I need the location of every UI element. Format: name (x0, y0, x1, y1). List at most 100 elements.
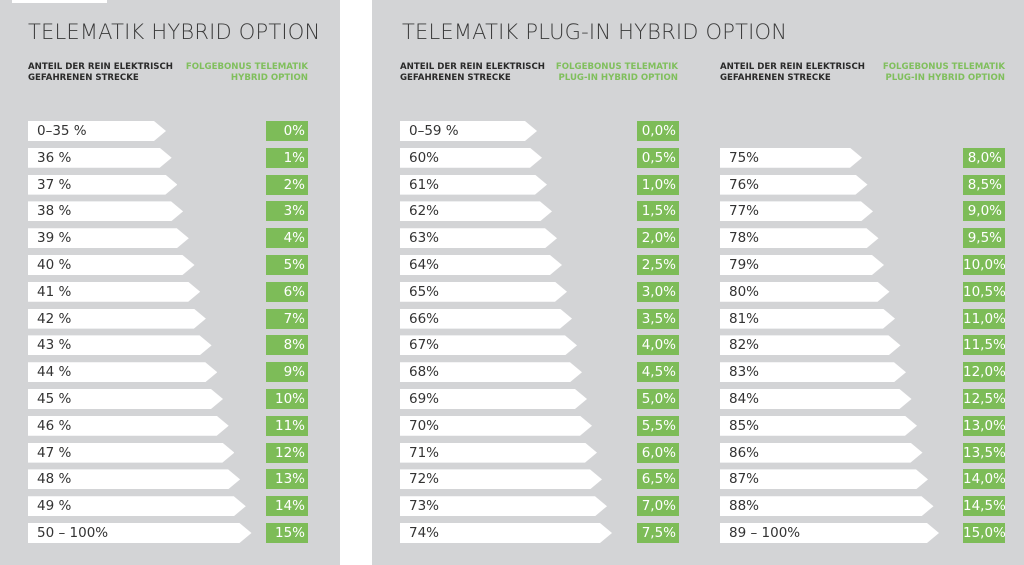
bonus-value: 2,0% (637, 228, 679, 249)
range-label: 41 % (28, 282, 200, 302)
bonus-value: 1,0% (637, 174, 679, 195)
bonus-value: 8% (266, 335, 308, 356)
range-label: 78% (720, 228, 879, 248)
bonus-value: 8,5% (963, 174, 1005, 195)
bonus-value: 1,5% (637, 201, 679, 222)
bonus-value: 0% (266, 121, 308, 141)
bonus-value: 15% (266, 523, 308, 543)
range-label: 71% (400, 443, 597, 463)
bonus-value: 3,5% (637, 308, 679, 329)
range-label: 68% (400, 362, 582, 382)
range-label: 60% (400, 148, 542, 168)
range-label: 61% (400, 175, 547, 195)
bonus-value: 3,0% (637, 281, 679, 302)
range-label: 82% (720, 335, 901, 355)
range-label: 63% (400, 228, 557, 248)
bonus-value: 14,5% (963, 496, 1006, 517)
bonus-value: 10,5% (963, 281, 1006, 302)
bonus-value: 14% (266, 496, 308, 517)
bonus-value: 9,5% (963, 228, 1005, 249)
bonus-value: 5,5% (637, 415, 679, 436)
range-label: 76% (720, 175, 868, 195)
top-bar (12, 0, 107, 3)
hybrid-col1-header: ANTEIL DER REIN ELEKTRISCH GEFAHRENEN ST… (28, 62, 173, 83)
range-label: 39 % (28, 228, 189, 248)
bonus-value: 12,5% (963, 389, 1006, 409)
plugin-col1-header-a: ANTEIL DER REIN ELEKTRISCH GEFAHRENEN ST… (400, 62, 545, 83)
bonus-value: 6,0% (637, 442, 679, 463)
bonus-value: 9% (266, 362, 308, 383)
range-label: 40 % (28, 255, 195, 275)
range-label: 86% (720, 443, 923, 463)
bonus-value: 2,5% (637, 255, 679, 275)
range-label: 84% (720, 389, 912, 409)
range-label: 72% (400, 469, 602, 489)
bonus-value: 13,0% (963, 415, 1006, 436)
range-label: 50 – 100% (28, 523, 252, 543)
bonus-value: 5,0% (637, 389, 679, 409)
range-label: 46 % (28, 416, 229, 436)
bonus-value: 2% (266, 174, 308, 195)
range-label: 67% (400, 335, 577, 355)
range-label: 43 % (28, 335, 212, 355)
range-label: 80% (720, 282, 890, 302)
hybrid-col2-header: FOLGEBONUS TELEMATIK HYBRID OPTION (185, 62, 308, 83)
bonus-value: 11% (266, 415, 308, 436)
bonus-value: 3% (266, 201, 308, 222)
range-label: 42 % (28, 309, 206, 329)
range-label: 36 % (28, 148, 172, 168)
bonus-value: 8,0% (963, 147, 1005, 168)
range-label: 64% (400, 255, 562, 275)
range-label: 85% (720, 416, 917, 436)
range-label: 66% (400, 309, 572, 329)
range-label: 38 % (28, 201, 183, 221)
bonus-value: 6% (266, 281, 308, 302)
range-label: 0–59 % (400, 121, 537, 141)
range-label: 79% (720, 255, 884, 275)
range-label: 77% (720, 201, 873, 221)
range-label: 69% (400, 389, 587, 409)
bonus-value: 9,0% (963, 201, 1005, 222)
range-label: 49 % (28, 496, 246, 516)
bonus-value: 11,0% (963, 308, 1006, 329)
plugin-col2-header-b: FOLGEBONUS TELEMATIK PLUG-IN HYBRID OPTI… (882, 62, 1005, 83)
range-label: 73% (400, 496, 607, 516)
bonus-value: 0,5% (637, 147, 679, 168)
bonus-value: 14,0% (963, 469, 1006, 490)
range-label: 62% (400, 201, 552, 221)
plugin-col1-header-b: ANTEIL DER REIN ELEKTRISCH GEFAHRENEN ST… (720, 62, 865, 83)
range-label: 48 % (28, 469, 240, 489)
range-label: 65% (400, 282, 567, 302)
plugin-col2-header-a: FOLGEBONUS TELEMATIK PLUG-IN HYBRID OPTI… (555, 62, 678, 83)
bonus-value: 7,0% (637, 496, 679, 517)
bonus-value: 4,0% (637, 335, 679, 356)
bonus-value: 10% (266, 389, 308, 409)
bonus-value: 1% (266, 147, 308, 168)
range-label: 89 – 100% (720, 523, 939, 543)
range-label: 81% (720, 309, 895, 329)
bonus-value: 13% (266, 469, 308, 490)
range-label: 37 % (28, 175, 177, 195)
bonus-value: 12% (266, 442, 308, 463)
bonus-value: 11,5% (963, 335, 1006, 356)
bonus-value: 6,5% (637, 469, 679, 490)
bonus-value: 10,0% (963, 255, 1006, 275)
range-label: 47 % (28, 443, 234, 463)
bonus-value: 13,5% (963, 442, 1006, 463)
plugin-title: TELEMATIK PLUG-IN HYBRID OPTION (402, 20, 788, 44)
bonus-value: 7% (266, 308, 308, 329)
bonus-value: 12,0% (963, 362, 1006, 383)
hybrid-title: TELEMATIK HYBRID OPTION (28, 20, 321, 44)
range-label: 70% (400, 416, 592, 436)
range-label: 87% (720, 469, 928, 489)
bonus-value: 7,5% (637, 523, 679, 543)
bonus-value: 4,5% (637, 362, 679, 383)
range-label: 74% (400, 523, 612, 543)
range-label: 75% (720, 148, 862, 168)
bonus-value: 0,0% (637, 121, 679, 141)
range-label: 88% (720, 496, 934, 516)
bonus-value: 5% (266, 255, 308, 275)
bonus-value: 15,0% (963, 523, 1006, 543)
range-label: 83% (720, 362, 906, 382)
range-label: 45 % (28, 389, 223, 409)
